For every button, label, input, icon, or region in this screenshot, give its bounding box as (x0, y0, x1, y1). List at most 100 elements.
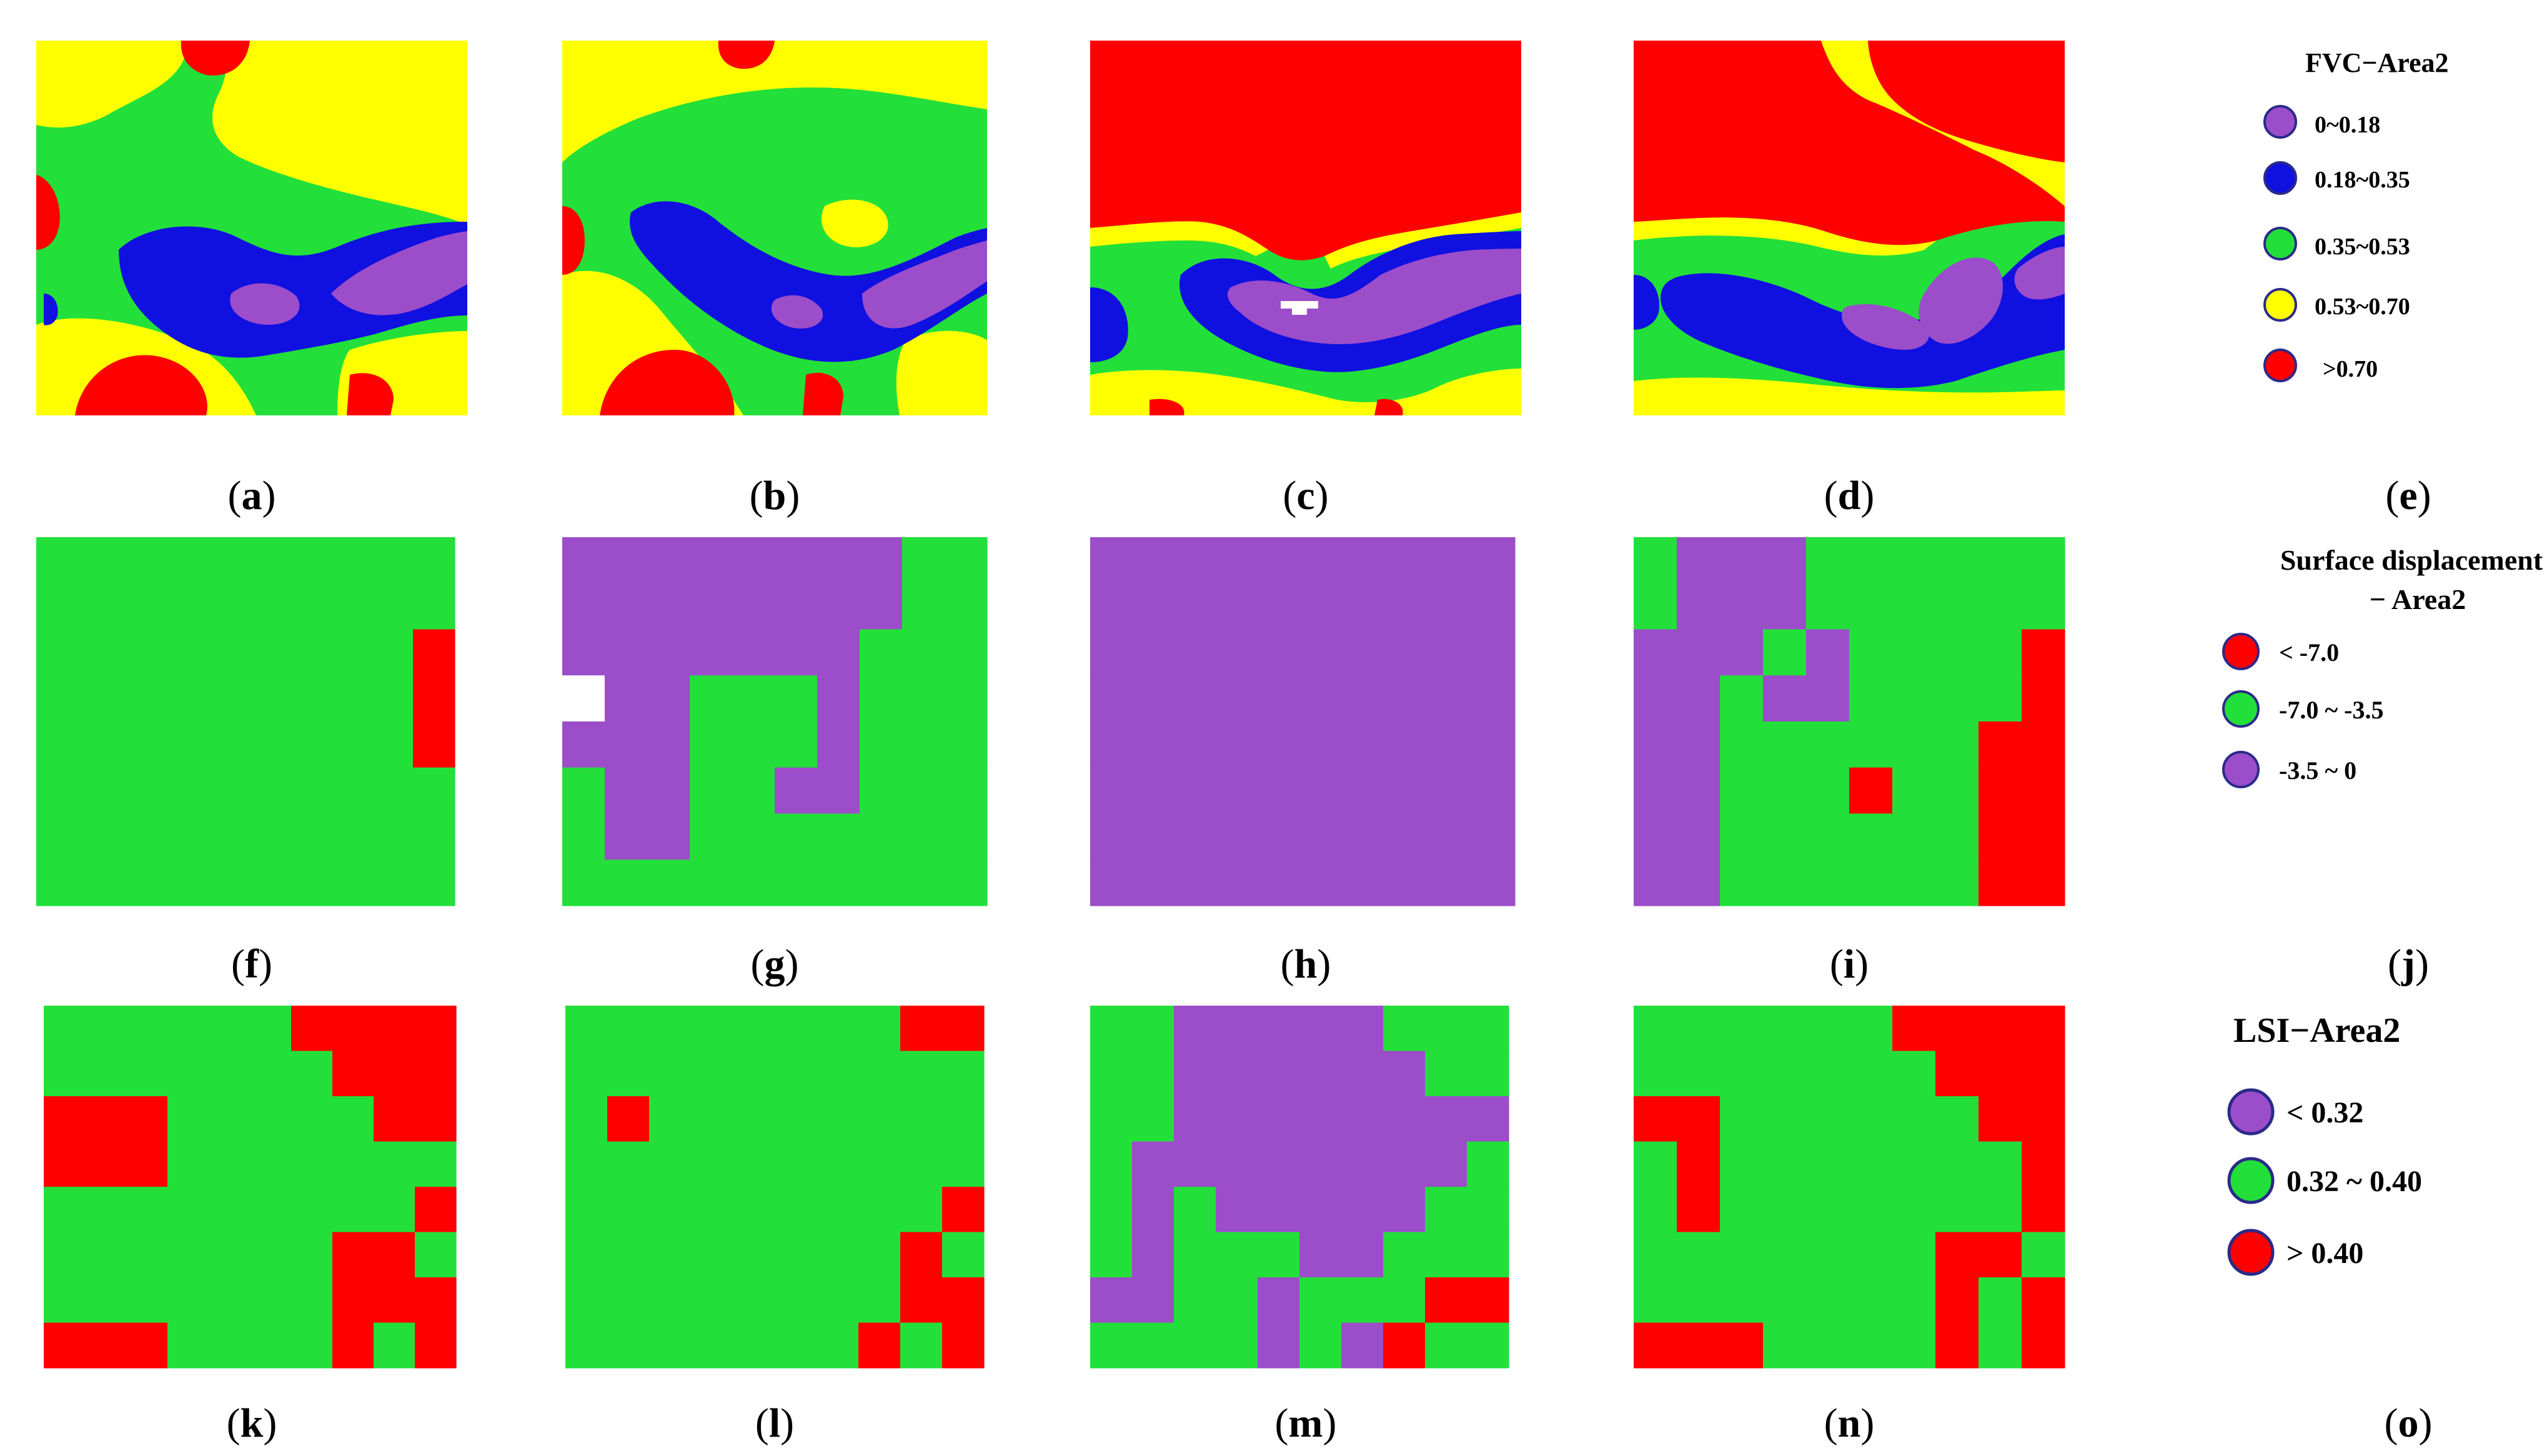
grid-cell-m (1383, 1187, 1426, 1233)
grid-cell-l (691, 1322, 733, 1369)
grid-cell-n (1763, 1006, 1807, 1052)
grid-cell-m (1090, 1187, 1133, 1233)
grid-cell-l (691, 1187, 733, 1233)
grid-cell-m (1258, 1051, 1300, 1097)
grid-cell-k (415, 1232, 457, 1278)
grid-cell-i (1979, 583, 2022, 630)
grid-cell-i (1935, 537, 1979, 584)
grid-cell-h (1260, 537, 1303, 584)
grid-cell-m (1341, 1277, 1384, 1324)
grid-cell-k (44, 1141, 86, 1187)
grid-cell-h (1303, 537, 1346, 584)
caption-k: (k) (227, 1400, 277, 1446)
grid-cell-m (1299, 1232, 1342, 1278)
displacement-map-g (562, 537, 988, 906)
grid-cell-k (44, 1051, 86, 1097)
grid-cell-k (415, 1096, 457, 1142)
grid-cell-n (1935, 1277, 1979, 1324)
grid-cell-i (1763, 813, 1807, 860)
grid-cell-n (1935, 1051, 1979, 1097)
grid-cell-l (607, 1187, 650, 1233)
grid-cell-g (775, 583, 818, 630)
grid-cell-k (250, 1277, 292, 1324)
grid-cell-g (902, 583, 945, 630)
grid-cell-g (732, 813, 775, 860)
grid-cell-f (246, 583, 288, 630)
grid-cell-n (1720, 1096, 1764, 1142)
grid-cell-f (204, 767, 246, 815)
grid-cell-n (1720, 1006, 1764, 1052)
grid-cell-h (1218, 859, 1261, 906)
grid-cell-f (78, 675, 121, 722)
grid-cell-g (690, 767, 733, 815)
grid-cell-f (287, 583, 330, 630)
legend-sd-title-line2: − Area2 (2370, 583, 2466, 615)
grid-cell-g (775, 721, 818, 768)
grid-cell-m (1174, 1096, 1216, 1142)
grid-cell-l (900, 1277, 943, 1324)
grid-cell-l (691, 1096, 733, 1142)
grid-cell-n (1806, 1096, 1850, 1142)
grid-cell-n (1677, 1096, 1720, 1142)
grid-cell-l (565, 1277, 608, 1324)
caption-o: (o) (2385, 1400, 2433, 1446)
grid-cell-g (732, 629, 775, 676)
grid-cell-l (565, 1322, 608, 1369)
grid-cell-k (415, 1187, 457, 1233)
lsi-map-n (1634, 1006, 2065, 1369)
grid-cell-i (1720, 537, 1764, 584)
grid-cell-n (1979, 1322, 2022, 1369)
grid-cell-h (1303, 721, 1346, 768)
fvc-map-b (562, 41, 987, 415)
grid-cell-g (775, 859, 818, 906)
grid-cell-g (860, 813, 903, 860)
grid-cell-n (1892, 1187, 1936, 1233)
grid-cell-i (1634, 675, 1677, 722)
grid-cell-m (1341, 1051, 1384, 1097)
grid-cell-g (860, 583, 903, 630)
grid-cell-h (1133, 675, 1176, 722)
grid-cell-g (945, 813, 988, 860)
legend-lsi-swatch-1 (2227, 1157, 2275, 1204)
grid-cell-g (605, 859, 648, 906)
legend-lsi-label-1: 0.32 ~ 0.40 (2286, 1165, 2422, 1198)
grid-cell-i (1720, 859, 1764, 906)
grid-cell-l (565, 1096, 608, 1142)
grid-cell-i (1634, 813, 1677, 860)
grid-cell-h (1218, 537, 1261, 584)
grid-cell-g (902, 629, 945, 676)
grid-cell-h (1388, 629, 1431, 676)
grid-cell-l (733, 1141, 775, 1187)
grid-cell-l (858, 1232, 901, 1278)
grid-cell-m (1299, 1006, 1342, 1052)
grid-cell-f (287, 813, 330, 860)
grid-cell-n (2022, 1006, 2065, 1052)
grid-cell-g (690, 721, 733, 768)
grid-cell-m (1216, 1051, 1258, 1097)
grid-cell-i (1935, 629, 1979, 676)
legend-sd-title-line1: Surface displacement (2280, 544, 2543, 576)
grid-cell-k (291, 1141, 333, 1187)
grid-cell-h (1388, 675, 1431, 722)
grid-cell-h (1133, 721, 1176, 768)
displacement-map-f (36, 537, 455, 906)
grid-cell-f (120, 721, 162, 768)
grid-cell-f (120, 583, 162, 630)
grid-cell-m (1467, 1322, 1509, 1369)
grid-cell-l (817, 1277, 859, 1324)
grid-cell-l (649, 1277, 692, 1324)
grid-cell-i (1634, 721, 1677, 768)
grid-cell-k (209, 1322, 251, 1369)
legend-fvc-swatch-0 (2263, 105, 2297, 139)
grid-cell-m (1383, 1322, 1426, 1369)
grid-cell-g (817, 675, 860, 722)
grid-cell-m (1467, 1232, 1509, 1278)
grid-cell-n (1892, 1322, 1936, 1369)
grid-cell-n (1677, 1006, 1720, 1052)
grid-cell-f (287, 675, 330, 722)
grid-cell-f (162, 675, 204, 722)
grid-cell-m (1174, 1187, 1216, 1233)
grid-cell-f (413, 629, 455, 676)
grid-cell-k (126, 1096, 168, 1142)
grid-cell-f (371, 629, 414, 676)
